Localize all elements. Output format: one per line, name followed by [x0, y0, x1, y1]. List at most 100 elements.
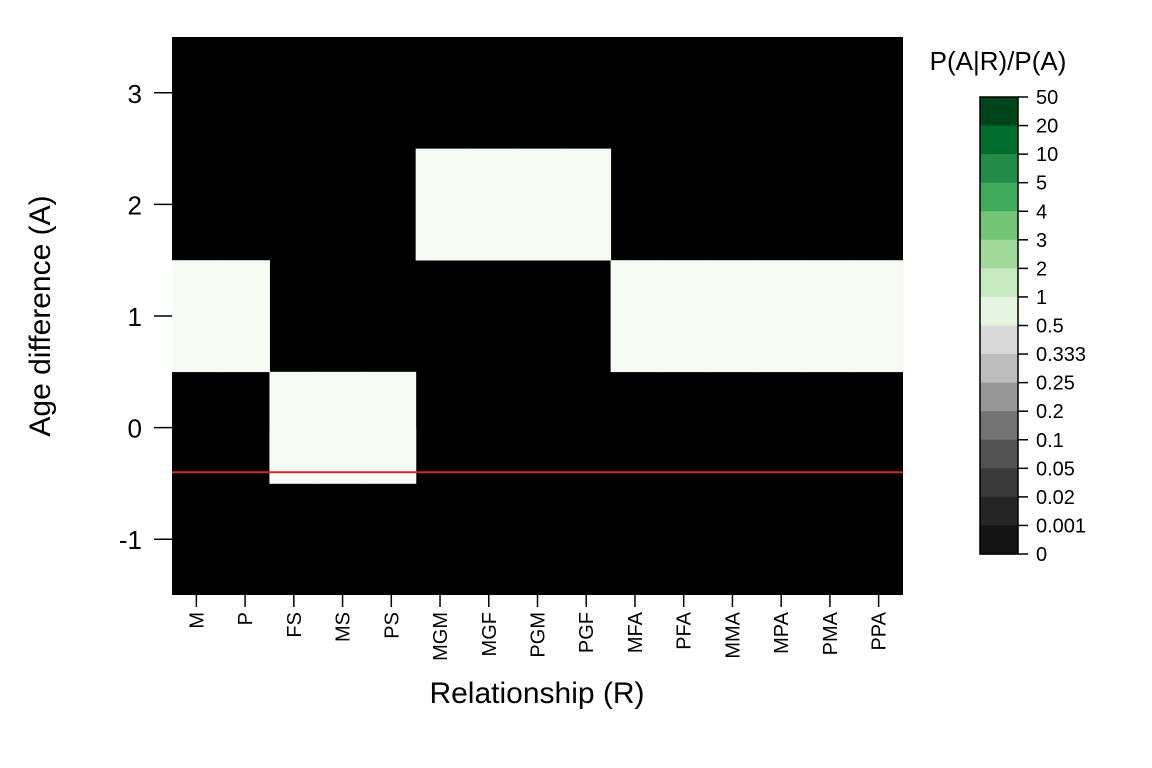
- legend-band: [980, 254, 1018, 262]
- y-tick-label: 3: [128, 79, 142, 109]
- legend-band: [980, 111, 1018, 120]
- legend-band: [980, 389, 1018, 398]
- legend-tick-label: 2: [1036, 258, 1047, 280]
- heatmap-cell-ppa: [854, 260, 904, 373]
- legend-tick-label: 0.25: [1036, 373, 1075, 395]
- x-tick-label-pfa: PFA: [674, 611, 696, 649]
- legend-band: [980, 189, 1018, 198]
- legend-tick-label: 5: [1036, 173, 1047, 195]
- legend-tick-label: 0.001: [1036, 515, 1086, 537]
- x-axis-title: Relationship (R): [429, 677, 644, 710]
- legend-band: [980, 175, 1018, 184]
- legend-tick-label: 0: [1036, 544, 1047, 566]
- x-tick-label-mpa: MPA: [771, 611, 793, 654]
- legend-band: [980, 375, 1018, 384]
- y-tick-label: 1: [128, 302, 142, 332]
- legend-band: [980, 339, 1018, 348]
- legend-tick-label: 0.333: [1036, 344, 1086, 366]
- x-tick-label-pgf: PGF: [576, 612, 598, 653]
- legend-band: [980, 354, 1018, 362]
- legend-band: [980, 396, 1018, 405]
- legend-band: [980, 225, 1018, 234]
- legend-band: [980, 504, 1018, 512]
- x-tick-label-ps: PS: [381, 612, 403, 639]
- legend-band: [980, 232, 1018, 241]
- legend-band: [980, 382, 1018, 391]
- legend-tick-label: 50: [1036, 87, 1058, 109]
- legend-ticks: 50 20 10 5 4 3 2 1 0.5 0.333 0.25 0.2 0.1 0.05 0.02 0.0…: [1018, 87, 1086, 566]
- legend-band: [980, 282, 1018, 291]
- x-tick-label-mgf: MGF: [479, 612, 501, 656]
- heatmap-cell-pgm: [513, 148, 563, 261]
- legend-tick-label: 1: [1036, 287, 1047, 309]
- legend-band: [980, 539, 1018, 548]
- legend-band: [980, 482, 1018, 491]
- legend-title: P(A|R)/P(A): [930, 46, 1067, 76]
- legend-tick-label: 3: [1036, 230, 1047, 252]
- x-tick-label-ppa: PPA: [869, 611, 891, 650]
- heatmap-cell-mpa: [756, 260, 807, 373]
- legend-band: [980, 368, 1018, 377]
- legend-band: [980, 261, 1018, 269]
- legend-band: [980, 432, 1018, 441]
- legend-band: [980, 146, 1018, 155]
- y-tick-label: -1: [119, 525, 142, 555]
- legend-band: [980, 546, 1018, 555]
- legend-band: [980, 489, 1018, 498]
- y-tick-label: 0: [128, 414, 142, 444]
- legend-tick-label: 4: [1036, 201, 1047, 223]
- legend-tick-label: 0.02: [1036, 487, 1075, 509]
- y-axis-title: Age difference (A): [24, 195, 57, 436]
- legend-band: [980, 246, 1018, 255]
- legend-band: [980, 404, 1018, 412]
- legend-band: [980, 304, 1018, 312]
- legend-tick-label: 10: [1036, 144, 1058, 166]
- y-tick-label: 2: [128, 190, 142, 220]
- legend-band: [980, 361, 1018, 369]
- legend-band: [980, 296, 1018, 305]
- legend-tick-label: 0.5: [1036, 316, 1064, 338]
- legend-band: [980, 325, 1018, 334]
- legend-band: [980, 161, 1018, 170]
- legend-band: [980, 289, 1018, 298]
- legend-band: [980, 268, 1018, 277]
- heatmap-cell-mgm: [415, 148, 465, 261]
- legend-band: [980, 518, 1018, 527]
- heatmap-cell-mfa: [610, 260, 660, 373]
- legend-band: [980, 275, 1018, 284]
- legend-tick-label: 0.05: [1036, 458, 1075, 480]
- legend-band: [980, 318, 1018, 327]
- legend-band: [980, 218, 1018, 227]
- heatmap-cell-fs: [269, 427, 319, 484]
- legend-tick-label: 20: [1036, 116, 1058, 138]
- x-tick-label-ms: MS: [333, 612, 355, 642]
- legend-band: [980, 104, 1018, 112]
- x-tick-label-mfa: MFA: [625, 611, 647, 653]
- legend-band: [980, 525, 1018, 534]
- y-axis: 3 2 1 0 -1: [119, 79, 172, 555]
- legend-band: [980, 97, 1018, 105]
- legend-band: [980, 511, 1018, 519]
- legend-band: [980, 468, 1018, 477]
- heatmap-cell-mgf: [464, 148, 514, 261]
- heatmap-cell-pfa: [659, 260, 709, 373]
- heatmap-cell-m: [172, 260, 222, 373]
- legend-band: [980, 311, 1018, 319]
- heatmap-cell-mma: [708, 260, 758, 373]
- legend-band: [980, 239, 1018, 248]
- x-axis: M P FS MS PS MGM MGF PGM PGF MFA PFA MMA MPA PMA PPA: [186, 595, 891, 661]
- legend-band: [980, 454, 1018, 462]
- legend-band: [980, 182, 1018, 191]
- legend-band: [980, 532, 1018, 541]
- x-tick-label-m: M: [186, 612, 208, 629]
- legend-band: [980, 346, 1018, 355]
- heatmap-cell-p: [220, 260, 270, 373]
- legend-band: [980, 211, 1018, 219]
- heatmap-cells: [172, 37, 904, 595]
- legend-band: [980, 125, 1018, 134]
- legend-band: [980, 411, 1018, 419]
- legend-band: [980, 196, 1018, 205]
- legend-band: [980, 332, 1018, 341]
- heatmap-cell-pma: [805, 260, 855, 373]
- legend-band: [980, 118, 1018, 127]
